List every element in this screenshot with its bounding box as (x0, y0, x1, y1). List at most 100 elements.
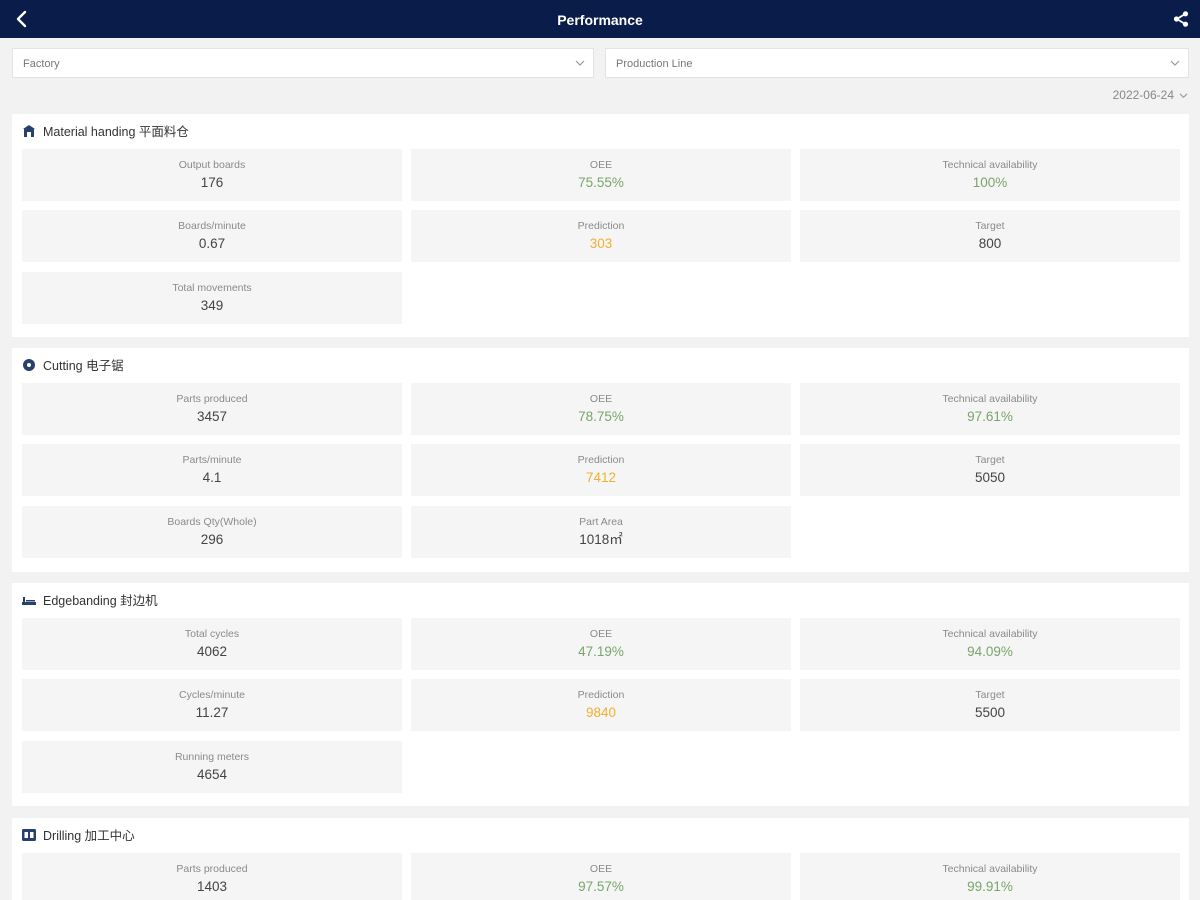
metric-tile: OEE 75.55% (411, 149, 791, 201)
metric-value: 4062 (196, 644, 228, 659)
section-header: Material handing 平面料仓 (22, 123, 189, 141)
metric-value: 800 (978, 236, 1002, 251)
metric-value: 9840 (585, 705, 617, 720)
metric-label: OEE (589, 628, 613, 640)
section-header: Drilling 加工中心 (22, 827, 135, 845)
metric-label: OEE (589, 393, 613, 405)
metric-label: Target (975, 689, 1005, 701)
metric-value: 303 (589, 236, 613, 251)
section-drilling: Drilling 加工中心 Parts produced 1403 OEE 97.5… (12, 818, 1189, 900)
metric-label: Target (975, 454, 1005, 466)
metric-value: 78.75% (578, 409, 624, 424)
metric-value: 4654 (196, 767, 228, 782)
metric-tile: OEE 97.57% (411, 853, 791, 900)
machining-center-icon (22, 829, 36, 841)
metric-label: Boards Qty(Whole) (167, 516, 257, 528)
metric-tile: Parts produced 1403 (22, 853, 402, 900)
metric-tile: Output boards 176 (22, 149, 402, 201)
metric-value: 296 (200, 532, 224, 547)
metric-label: Target (975, 220, 1005, 232)
metric-tile: Prediction 303 (411, 210, 791, 262)
metric-value: 1018㎡ (579, 532, 623, 547)
metric-tile: Parts produced 3457 (22, 383, 402, 435)
factory-select-value: Factory (23, 58, 60, 70)
date-value: 2022-06-24 (1112, 88, 1174, 102)
section-header: Edgebanding 封边机 (22, 592, 158, 610)
production-line-select-value: Production Line (616, 58, 693, 70)
metric-value: 47.19% (578, 644, 624, 659)
section-cutting: Cutting 电子锯 Parts produced 3457 OEE 78.75%… (12, 348, 1189, 572)
metric-value: 100% (972, 175, 1008, 190)
metric-value: 97.61% (967, 409, 1013, 424)
metric-label: Parts/minute (182, 454, 242, 466)
section-title: Material handing 平面料仓 (43, 125, 189, 139)
saw-blade-icon (23, 359, 35, 371)
section-title: Edgebanding 封边机 (43, 594, 158, 608)
metric-tile: Prediction 7412 (411, 444, 791, 496)
metric-label: Parts produced (176, 863, 248, 875)
metric-tile: Running meters 4654 (22, 741, 402, 793)
metric-tile: Technical availability 97.61% (800, 383, 1180, 435)
metric-tile: Total cycles 4062 (22, 618, 402, 670)
metric-tile: Target 5500 (800, 679, 1180, 731)
metric-label: Technical availability (942, 159, 1038, 171)
factory-select[interactable]: Factory (12, 48, 594, 78)
metric-label: Prediction (577, 220, 625, 232)
metric-value: 4.1 (202, 470, 222, 485)
metric-label: Boards/minute (178, 220, 246, 232)
metric-value: 11.27 (195, 705, 229, 720)
metric-value: 97.57% (578, 879, 624, 894)
chevron-down-icon (1170, 60, 1180, 66)
date-picker[interactable]: 2022-06-24 (1113, 88, 1188, 102)
metric-label: Output boards (178, 159, 246, 171)
metric-tile: Parts/minute 4.1 (22, 444, 402, 496)
top-bar: Performance (0, 0, 1200, 38)
metric-tile: Technical availability 94.09% (800, 618, 1180, 670)
metric-value: 3457 (196, 409, 228, 424)
metric-label: Parts produced (176, 393, 248, 405)
metric-tile: Part Area 1018㎡ (411, 506, 791, 558)
metric-tile: Technical availability 99.91% (800, 853, 1180, 900)
metric-value: 0.67 (198, 236, 226, 251)
share-icon[interactable] (1172, 10, 1190, 28)
metric-value: 1403 (196, 879, 228, 894)
section-title: Drilling 加工中心 (43, 829, 135, 843)
metric-tile: Total movements 349 (22, 272, 402, 324)
page-title: Performance (557, 12, 643, 28)
chevron-left-icon[interactable] (12, 9, 32, 29)
metric-tile: OEE 78.75% (411, 383, 791, 435)
metric-tile: Boards Qty(Whole) 296 (22, 506, 402, 558)
metric-tile: OEE 47.19% (411, 618, 791, 670)
section-title: Cutting 电子锯 (43, 359, 124, 373)
metric-tile: Target 800 (800, 210, 1180, 262)
metric-label: Cycles/minute (179, 689, 245, 701)
metric-label: Prediction (577, 689, 625, 701)
metric-label: Part Area (579, 516, 623, 528)
warehouse-icon (23, 125, 35, 137)
metric-value: 5500 (974, 705, 1006, 720)
metric-value: 176 (200, 175, 224, 190)
metric-label: Technical availability (942, 863, 1038, 875)
metric-label: Running meters (174, 751, 250, 763)
metric-tile: Boards/minute 0.67 (22, 210, 402, 262)
metric-value: 75.55% (578, 175, 624, 190)
metric-label: OEE (589, 159, 613, 171)
metric-value: 349 (200, 298, 224, 313)
metric-value: 94.09% (967, 644, 1013, 659)
metric-label: Technical availability (942, 393, 1038, 405)
section-header: Cutting 电子锯 (22, 357, 124, 375)
chevron-down-icon (575, 60, 585, 66)
production-line-select[interactable]: Production Line (605, 48, 1189, 78)
metric-value: 5050 (974, 470, 1006, 485)
metric-value: 7412 (585, 470, 617, 485)
metric-label: OEE (589, 863, 613, 875)
section-material-handling: Material handing 平面料仓 Output boards 176 O… (12, 114, 1189, 337)
metric-label: Total movements (172, 282, 252, 294)
metric-label: Technical availability (942, 628, 1038, 640)
metric-value: 99.91% (967, 879, 1013, 894)
metric-label: Prediction (577, 454, 625, 466)
chevron-down-icon (1179, 93, 1188, 99)
edgebander-icon (22, 597, 36, 605)
metric-tile: Target 5050 (800, 444, 1180, 496)
metric-tile: Prediction 9840 (411, 679, 791, 731)
